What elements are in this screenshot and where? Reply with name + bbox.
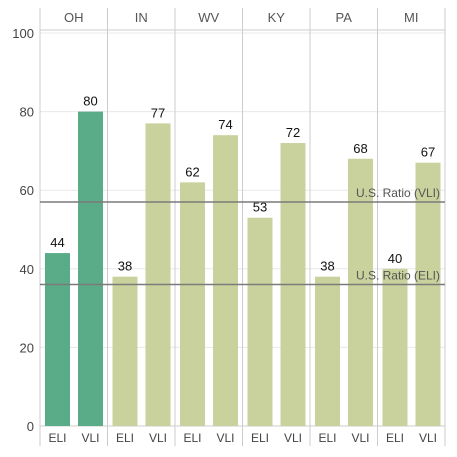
panel-label-mi: MI <box>404 10 418 25</box>
category-label: VLI <box>149 431 167 445</box>
category-label: VLI <box>284 431 302 445</box>
bar-ky-eli <box>247 217 273 426</box>
category-label: VLI <box>419 431 437 445</box>
bar-value-label: 80 <box>83 94 97 109</box>
category-label: ELI <box>386 431 404 445</box>
panel-label-pa: PA <box>336 10 353 25</box>
bar-in-eli <box>112 276 138 426</box>
y-tick-label: 0 <box>27 419 34 434</box>
bar-value-label: 67 <box>421 145 435 160</box>
category-label: VLI <box>81 431 99 445</box>
category-label: ELI <box>318 431 336 445</box>
bar-value-label: 74 <box>218 117 232 132</box>
category-label: ELI <box>183 431 201 445</box>
category-label: ELI <box>48 431 66 445</box>
bar-value-label: 38 <box>320 259 334 274</box>
bar-mi-vli <box>415 162 441 426</box>
bar-oh-vli <box>78 111 103 426</box>
bar-value-label: 68 <box>353 141 367 156</box>
bar-value-label: 38 <box>118 259 132 274</box>
reference-line-label: U.S. Ratio (ELI) <box>356 269 440 283</box>
panel-label-in: IN <box>135 10 148 25</box>
y-tick-label: 40 <box>20 262 34 277</box>
bar-in-vli <box>145 123 171 426</box>
bar-mi-eli <box>382 268 408 426</box>
category-label: VLI <box>351 431 369 445</box>
y-tick-label: 20 <box>20 340 34 355</box>
category-label: ELI <box>251 431 269 445</box>
bar-value-label: 62 <box>185 164 199 179</box>
reference-line-label: U.S. Ratio (VLI) <box>356 186 440 200</box>
y-tick-label: 100 <box>12 26 34 41</box>
bar-pa-eli <box>315 276 340 426</box>
y-tick-label: 60 <box>20 183 34 198</box>
bar-value-label: 77 <box>151 105 165 120</box>
bar-value-label: 53 <box>253 200 267 215</box>
category-label: ELI <box>116 431 134 445</box>
bar-oh-eli <box>45 253 70 426</box>
bar-pa-vli <box>348 158 373 426</box>
bar-value-label: 44 <box>50 235 64 250</box>
bar-value-label: 40 <box>388 251 402 266</box>
bar-wv-eli <box>180 182 205 426</box>
bar-wv-vli <box>213 135 238 426</box>
panel-label-wv: WV <box>198 10 219 25</box>
y-tick-label: 80 <box>20 105 34 120</box>
panel-label-oh: OH <box>64 10 84 25</box>
bar-value-label: 72 <box>286 125 300 140</box>
category-label: VLI <box>216 431 234 445</box>
panel-label-ky: KY <box>268 10 286 25</box>
